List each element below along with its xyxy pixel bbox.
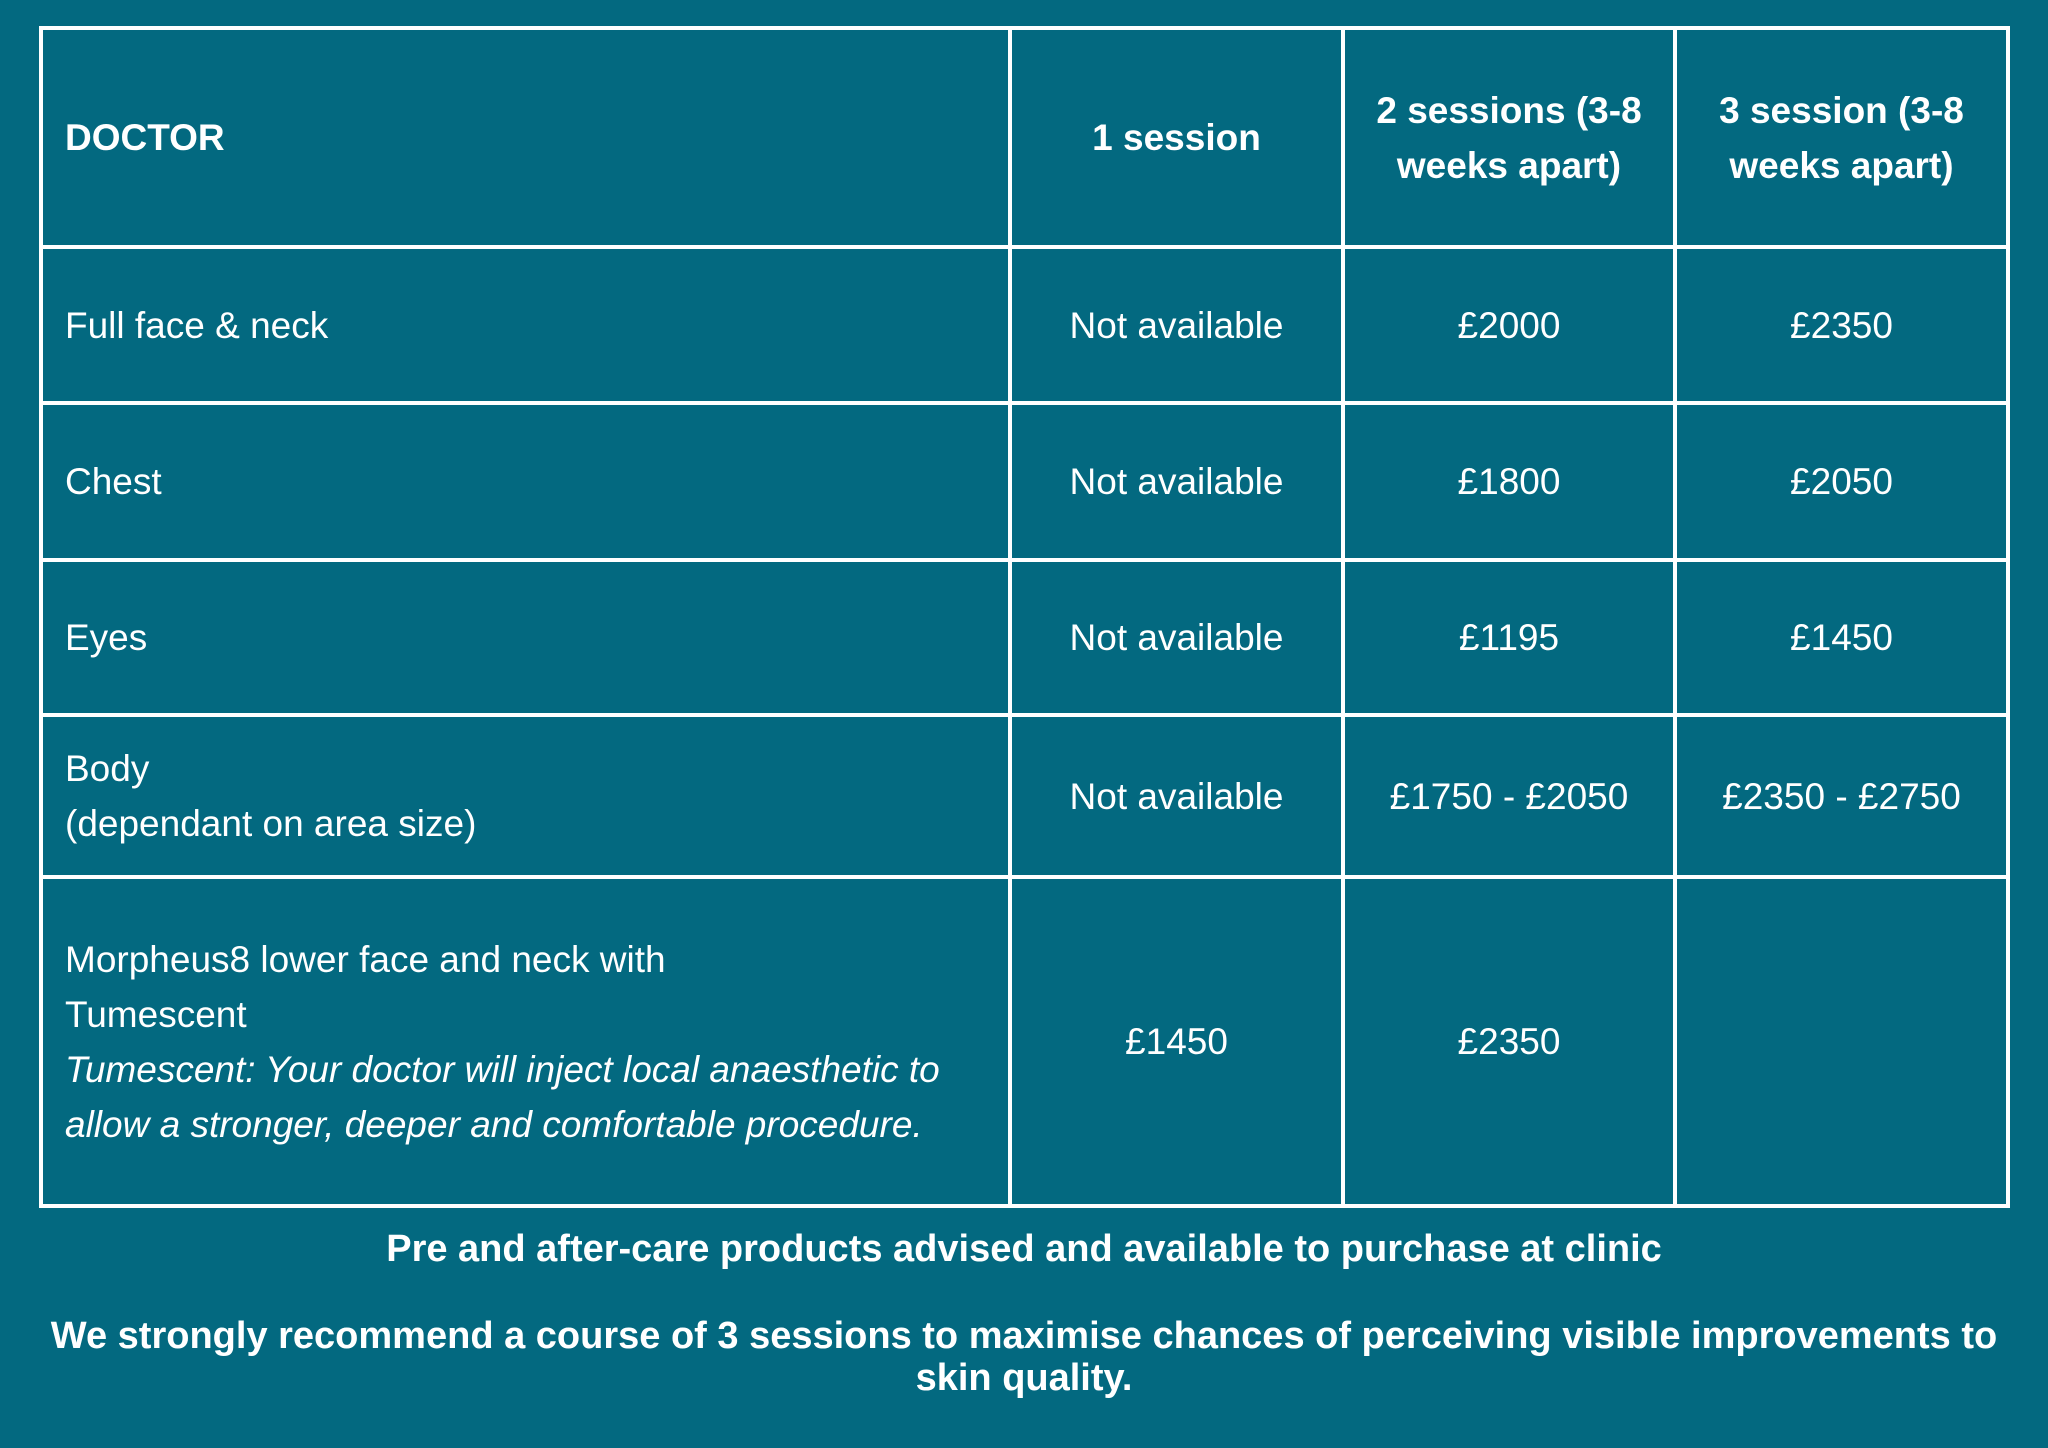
header-3-sessions: 3 session (3-8 weeks apart) bbox=[1673, 26, 2010, 249]
area-cell: Eyes bbox=[39, 558, 1012, 717]
price-1-session: £1450 bbox=[1008, 875, 1345, 1208]
area-subtitle: (dependant on area size) bbox=[65, 803, 477, 844]
table-row: Chest Not available £1800 £2050 bbox=[39, 401, 2010, 562]
table-row: Eyes Not available £1195 £1450 bbox=[39, 558, 2010, 717]
area-name: Morpheus8 lower face and neck with Tumes… bbox=[65, 938, 666, 1035]
price-3-sessions: £2350 bbox=[1673, 245, 2010, 405]
header-1-session: 1 session bbox=[1008, 26, 1345, 249]
price-3-sessions: £2350 - £2750 bbox=[1673, 713, 2010, 879]
price-3-sessions bbox=[1673, 875, 2010, 1208]
area-cell: Chest bbox=[39, 401, 1012, 562]
price-1-session: Not available bbox=[1008, 245, 1345, 405]
price-1-session: Not available bbox=[1008, 713, 1345, 879]
price-3-sessions: £1450 bbox=[1673, 558, 2010, 717]
area-cell: Body (dependant on area size) bbox=[39, 713, 1012, 879]
price-2-sessions: £1800 bbox=[1341, 401, 1677, 562]
table-row: Morpheus8 lower face and neck with Tumes… bbox=[39, 875, 2010, 1208]
price-table: DOCTOR 1 session 2 sessions (3-8 weeks a… bbox=[39, 26, 2010, 1208]
price-2-sessions: £1195 bbox=[1341, 558, 1677, 717]
table-row: Full face & neck Not available £2000 £23… bbox=[39, 245, 2010, 405]
header-doctor: DOCTOR bbox=[39, 26, 1012, 249]
price-2-sessions: £1750 - £2050 bbox=[1341, 713, 1677, 879]
header-2-sessions: 2 sessions (3-8 weeks apart) bbox=[1341, 26, 1677, 249]
footer-note-recommendation: We strongly recommend a course of 3 sess… bbox=[50, 1315, 1998, 1399]
price-2-sessions: £2000 bbox=[1341, 245, 1677, 405]
price-2-sessions: £2350 bbox=[1341, 875, 1677, 1208]
area-cell: Full face & neck bbox=[39, 245, 1012, 405]
table-header-row: DOCTOR 1 session 2 sessions (3-8 weeks a… bbox=[39, 26, 2010, 249]
price-1-session: Not available bbox=[1008, 401, 1345, 562]
footer-note-aftercare: Pre and after-care products advised and … bbox=[386, 1228, 1662, 1270]
area-note: Tumescent: Your doctor will inject local… bbox=[65, 1048, 940, 1145]
price-3-sessions: £2050 bbox=[1673, 401, 2010, 562]
area-cell: Morpheus8 lower face and neck with Tumes… bbox=[39, 875, 1012, 1208]
area-name: Body bbox=[65, 748, 150, 789]
price-1-session: Not available bbox=[1008, 558, 1345, 717]
table-row: Body (dependant on area size) Not availa… bbox=[39, 713, 2010, 879]
